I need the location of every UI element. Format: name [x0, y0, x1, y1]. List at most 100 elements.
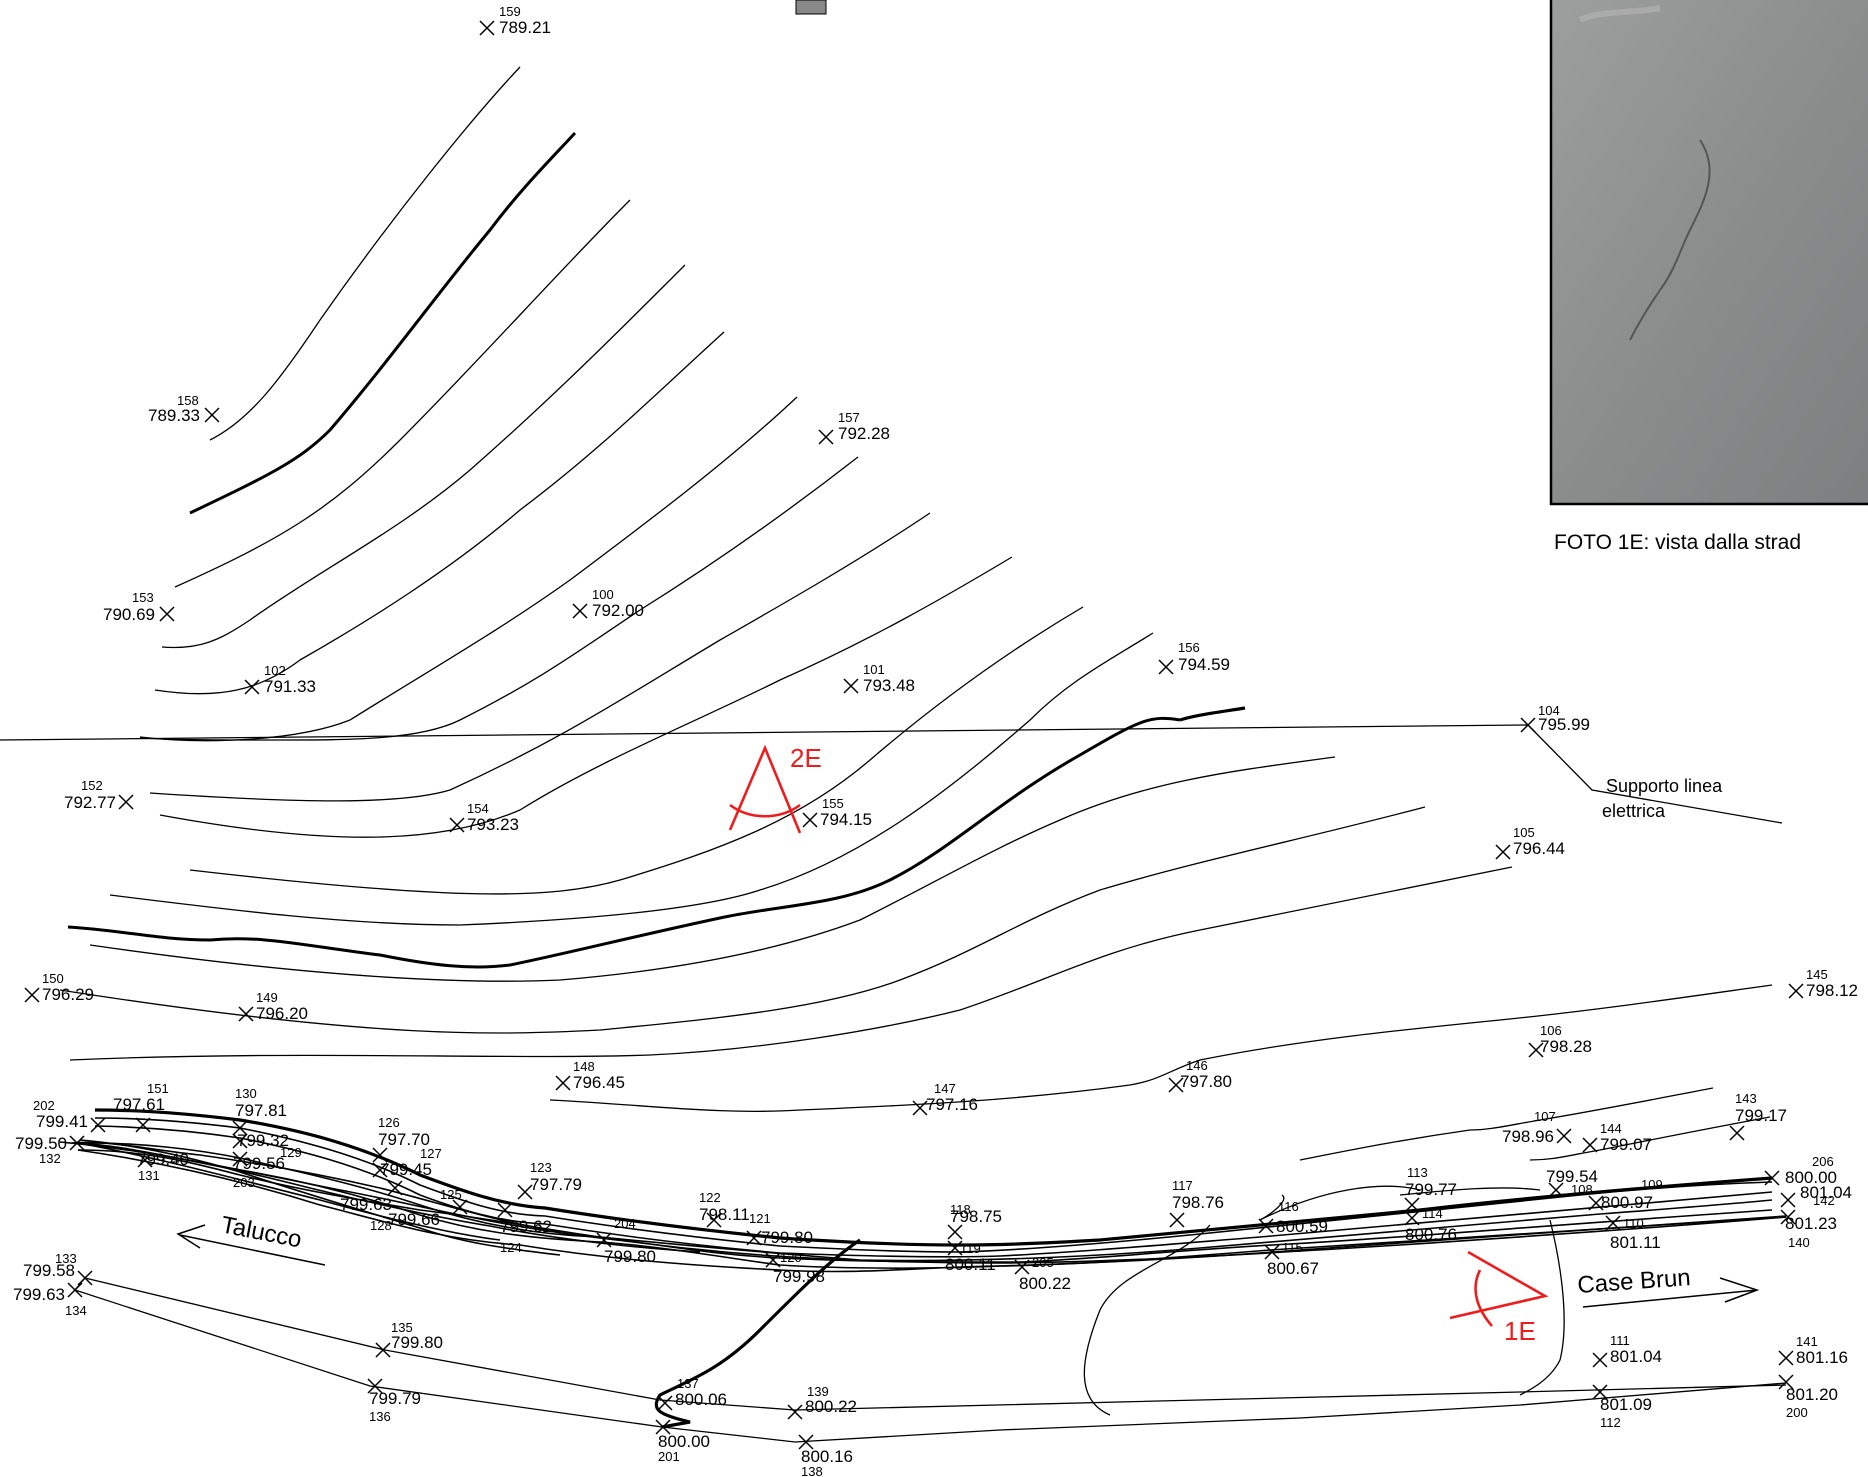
survey-point-cross-icon: [1258, 1218, 1274, 1234]
view-2e-label: 2E: [790, 743, 822, 773]
survey-point-elevation: 801.11: [1610, 1233, 1661, 1252]
survey-point-number: 104: [1538, 703, 1560, 718]
survey-point-cross-icon: [1592, 1384, 1608, 1400]
survey-point-121[interactable]: 121 799.80: [746, 1211, 813, 1247]
survey-point-205[interactable]: 205 800.22: [1014, 1255, 1071, 1293]
survey-point-cross-icon: [67, 1282, 83, 1298]
survey-point-cross-icon: [1014, 1259, 1030, 1275]
survey-point-cross-icon: [375, 1342, 391, 1358]
survey-point-cross-icon: [232, 1133, 248, 1149]
survey-point-number: 108: [1571, 1182, 1593, 1197]
survey-point-140[interactable]: 140 801.23: [1780, 1209, 1837, 1250]
survey-point-elevation: 800.22: [805, 1397, 857, 1416]
survey-point-cross-icon: [1780, 1192, 1796, 1208]
survey-point-204[interactable]: 204 799.80: [596, 1216, 656, 1266]
view-marker-2e[interactable]: 2E: [728, 743, 822, 834]
survey-point-number: 144: [1600, 1121, 1622, 1136]
survey-point-cross-icon: [137, 1152, 153, 1168]
survey-point-cross-icon: [238, 1006, 254, 1022]
survey-point-cross-icon: [135, 1117, 151, 1133]
survey-point-107[interactable]: 107 798.96: [1502, 1109, 1572, 1146]
survey-point-203[interactable]: 203 799.56: [232, 1151, 285, 1190]
survey-point-120[interactable]: 120 799.98: [765, 1250, 825, 1286]
survey-point-cross-icon: [706, 1212, 722, 1228]
survey-point-cross-icon: [1592, 1352, 1608, 1368]
survey-point-116[interactable]: 116 800.59: [1258, 1199, 1328, 1236]
survey-point-114[interactable]: 114 800.76: [1404, 1206, 1457, 1244]
photo-1e-inset[interactable]: [1549, 0, 1868, 506]
survey-point-elevation: 796.44: [1513, 839, 1565, 858]
survey-point-elevation: 800.59: [1276, 1217, 1328, 1236]
survey-point-cross-icon: [1548, 1182, 1564, 1198]
survey-point-124[interactable]: 124 799.62: [497, 1202, 552, 1255]
survey-point-elevation: 790.69: [103, 605, 155, 624]
survey-point-number: 139: [807, 1384, 829, 1399]
survey-point-elevation: 799.80: [391, 1333, 443, 1352]
survey-point-128[interactable]: 128 799.63: [340, 1180, 403, 1233]
survey-point-110[interactable]: 110 801.11: [1605, 1215, 1661, 1252]
survey-point-elevation: 798.11: [699, 1205, 750, 1224]
survey-point-number: 147: [934, 1081, 956, 1096]
survey-point-elevation: 799.50: [15, 1134, 67, 1153]
survey-point-cross-icon: [596, 1232, 612, 1248]
survey-point-115[interactable]: 115 800.67: [1264, 1240, 1319, 1278]
survey-point-cross-icon: [449, 817, 465, 833]
survey-point-number: 120: [780, 1250, 802, 1265]
view-marker-1e[interactable]: 1E: [1449, 1250, 1549, 1346]
survey-point-elevation: 799.32: [237, 1131, 289, 1150]
